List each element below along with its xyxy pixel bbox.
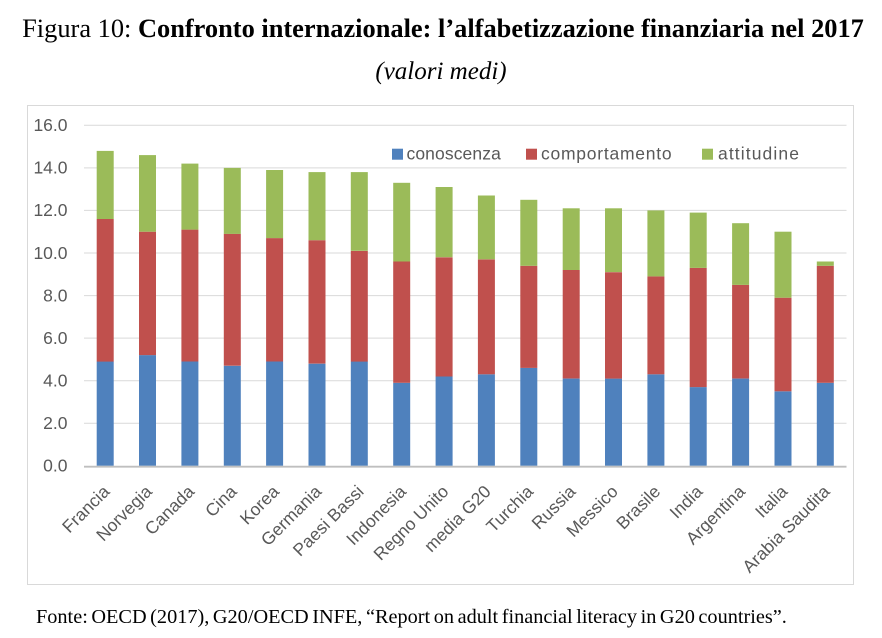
svg-text:attitudine: attitudine (718, 144, 800, 164)
svg-text:14.0: 14.0 (33, 158, 67, 178)
svg-text:2.0: 2.0 (43, 413, 68, 433)
svg-text:conoscenza: conoscenza (407, 144, 502, 164)
svg-text:0.0: 0.0 (43, 456, 68, 476)
svg-text:6.0: 6.0 (43, 328, 68, 348)
svg-text:8.0: 8.0 (43, 285, 68, 305)
svg-text:4.0: 4.0 (43, 371, 68, 391)
svg-text:10.0: 10.0 (33, 243, 67, 263)
svg-text:comportamento: comportamento (541, 144, 672, 164)
svg-text:12.0: 12.0 (33, 200, 67, 220)
svg-text:16.0: 16.0 (33, 115, 67, 135)
